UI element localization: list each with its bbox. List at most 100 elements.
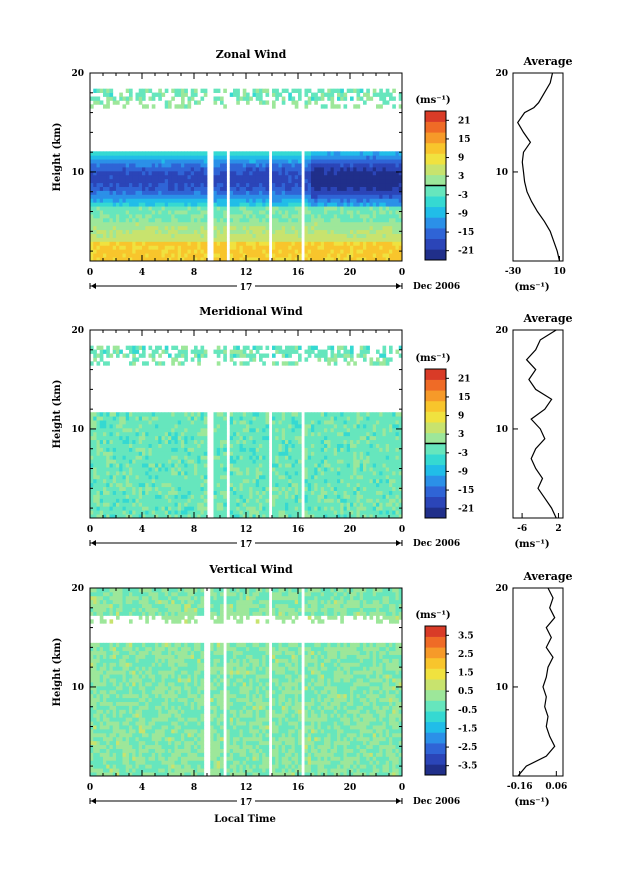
heatmap-cell [200, 424, 205, 429]
heatmap-cell [288, 92, 292, 97]
heatmap-cell [298, 257, 302, 262]
heatmap-cell [109, 474, 114, 480]
heatmap-cell [151, 420, 156, 425]
heatmap-cell [239, 202, 244, 207]
heatmap-cell [213, 163, 218, 168]
heatmap-cell [109, 163, 114, 168]
heatmap-cell [148, 186, 153, 191]
heatmap-cell [129, 490, 133, 495]
heatmap-cell [307, 182, 312, 187]
heatmap-cell [168, 420, 172, 425]
heatmap-cell [320, 245, 325, 250]
heatmap-cell [109, 443, 114, 448]
heatmap-cell [190, 170, 195, 176]
heatmap-cell [164, 459, 169, 464]
heatmap-cell [262, 233, 266, 238]
heatmap-cell [298, 467, 302, 472]
heatmap-cell [135, 217, 140, 223]
heatmap-cell [242, 206, 247, 211]
heatmap-cell [96, 486, 101, 491]
heatmap-cell [145, 439, 149, 444]
heatmap-cell [135, 92, 140, 97]
heatmap-cell [93, 202, 97, 207]
heatmap-cell [398, 253, 403, 258]
heatmap-cell [233, 253, 237, 258]
heatmap-cell [171, 217, 175, 223]
heatmap-cell [181, 431, 185, 437]
heatmap-cell [317, 412, 322, 417]
heatmap-cell [151, 353, 156, 358]
heatmap-cell [190, 88, 195, 93]
heatmap-cell [90, 253, 94, 258]
heatmap-cell [372, 155, 377, 160]
heatmap-cell [255, 431, 260, 437]
heatmap-cell [190, 463, 195, 468]
heatmap-cell [142, 159, 146, 164]
heatmap-cell [90, 427, 94, 433]
heatmap-cell [294, 447, 299, 452]
heatmap-cell [359, 249, 364, 254]
heatmap-cell [99, 486, 104, 491]
heatmap-cell [177, 471, 182, 476]
heatmap-cell [249, 182, 253, 187]
heatmap-cell [90, 498, 94, 503]
heatmap-cell [382, 217, 387, 223]
heatmap-cell [90, 210, 94, 215]
heatmap-cell [220, 151, 224, 156]
heatmap-cell [90, 96, 94, 101]
heatmap-cell [379, 92, 383, 97]
heatmap-cell [259, 435, 263, 441]
heatmap-cell [194, 233, 198, 238]
heatmap-cell [320, 435, 325, 441]
heatmap-cell [119, 463, 123, 468]
heatmap-cell [93, 435, 97, 441]
heatmap-cell [181, 443, 185, 448]
heatmap-cell [190, 467, 195, 472]
heatmap-cell [99, 494, 104, 499]
heatmap-cell [197, 221, 201, 227]
heatmap-cell [320, 206, 325, 211]
heatmap-cell [103, 241, 107, 246]
heatmap-cell [372, 217, 377, 223]
heatmap-cell [90, 155, 94, 160]
heatmap-cell [307, 502, 312, 507]
heatmap-cell [171, 490, 175, 495]
heatmap-cell [385, 159, 390, 164]
heatmap-cell [96, 206, 101, 211]
heatmap-cell [229, 174, 234, 180]
heatmap-cell [249, 155, 253, 160]
heatmap-cell [112, 490, 117, 495]
heatmap-cell [109, 159, 114, 164]
heatmap-cell [229, 439, 234, 444]
heatmap-cell [194, 178, 198, 184]
heatmap-cell [395, 155, 400, 160]
heatmap-cell [343, 249, 348, 254]
heatmap-cell [96, 233, 101, 238]
heatmap-cell [343, 257, 348, 262]
heatmap-cell [255, 474, 260, 480]
heatmap-cell [330, 214, 335, 219]
heatmap-cell [395, 159, 400, 164]
heatmap-cell [337, 194, 341, 199]
heatmap-cell [294, 214, 299, 219]
heatmap-cell [103, 194, 107, 199]
heatmap-cell [294, 455, 299, 460]
heatmap-cell [151, 257, 156, 262]
heatmap-cell [255, 463, 260, 468]
panel-title: Meridional Wind [199, 305, 303, 318]
heatmap-cell [327, 471, 331, 476]
heatmap-cell [320, 92, 325, 97]
heatmap-cell [239, 167, 244, 172]
heatmap-cell [382, 163, 387, 168]
heatmap-cell [320, 463, 325, 468]
heatmap-cell [324, 349, 328, 354]
heatmap-cell [148, 506, 153, 511]
heatmap-cell [220, 424, 224, 429]
heatmap-cell [239, 474, 244, 480]
heatmap-cell [233, 502, 237, 507]
heatmap-cell [145, 478, 149, 484]
heatmap-cell [161, 439, 166, 444]
heatmap-cell [252, 490, 257, 495]
heatmap-cell [181, 170, 185, 176]
